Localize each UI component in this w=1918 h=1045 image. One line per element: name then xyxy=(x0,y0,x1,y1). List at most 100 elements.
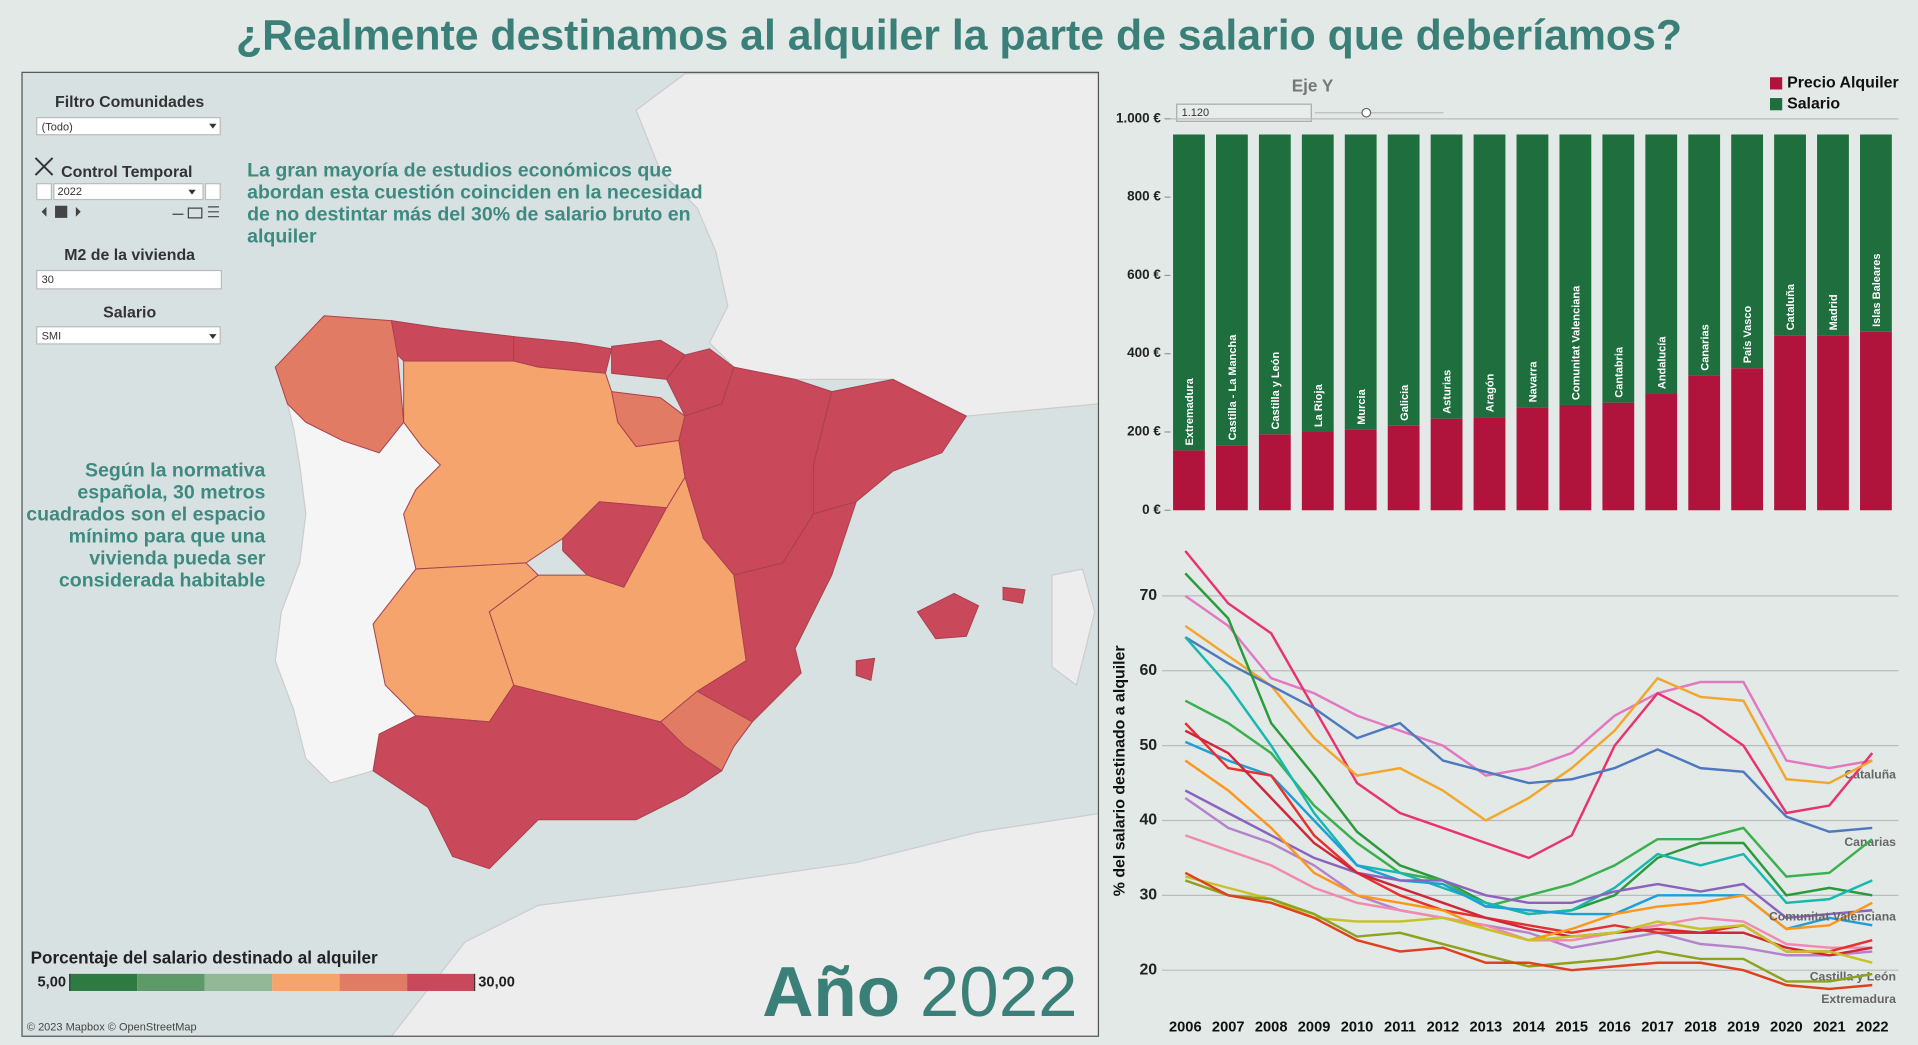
note-line: cuadrados son el espacio xyxy=(26,503,265,525)
year-value: 2022 xyxy=(920,953,1078,1032)
category-label: Cataluña xyxy=(1785,283,1797,330)
y-tick-label: 20 xyxy=(1139,961,1157,978)
x-tick-label: 2008 xyxy=(1255,1020,1288,1036)
end-label: Comunitat Valenciana xyxy=(1769,910,1896,924)
colorbar-label: 5,00 xyxy=(38,974,67,990)
category-label: País Vasco xyxy=(1742,306,1754,364)
y-tick-label: 30 xyxy=(1139,887,1157,904)
bar-segment xyxy=(1860,331,1892,511)
category-label: Madrid xyxy=(1828,294,1840,330)
time-label: Control Temporal xyxy=(61,164,192,181)
colorbar-swatch xyxy=(339,973,408,991)
series-line xyxy=(1184,636,1873,833)
note-line: vivienda pueda ser xyxy=(89,547,266,569)
note-line: mínimo para que una xyxy=(69,525,266,547)
bar-segment xyxy=(1559,404,1592,511)
x-tick-label: 2017 xyxy=(1641,1020,1674,1036)
salary-value: SMI xyxy=(42,330,62,342)
bar-segment xyxy=(1645,394,1678,511)
bar-segment xyxy=(1301,431,1334,511)
bar-segment xyxy=(1215,445,1248,511)
legend-swatch xyxy=(1769,77,1783,90)
x-tick-label: 2016 xyxy=(1598,1020,1631,1036)
colorbar-swatch xyxy=(137,973,205,991)
close-icon[interactable] xyxy=(34,157,54,176)
m2-value: 30 xyxy=(42,274,54,286)
legend-label: Precio Alquiler xyxy=(1787,75,1899,92)
legend-swatch xyxy=(1769,98,1783,111)
bar-segment xyxy=(1258,434,1291,511)
bar-segment xyxy=(1602,402,1635,511)
y-tick-label: 50 xyxy=(1139,737,1157,754)
y-axis-input[interactable] xyxy=(1176,103,1312,122)
x-tick-label: 2015 xyxy=(1555,1020,1588,1036)
series-line xyxy=(1184,636,1873,916)
category-label: Murcia xyxy=(1356,388,1368,424)
play-controls[interactable] xyxy=(41,205,81,218)
filter-dropdown[interactable] xyxy=(36,117,221,136)
y-tick-label: 40 xyxy=(1139,812,1157,829)
bar-segment xyxy=(1731,368,1764,511)
y-tick-label: 400 € xyxy=(1127,345,1161,360)
speed-controls[interactable] xyxy=(172,206,219,219)
time-dropdown[interactable] xyxy=(53,183,204,201)
x-tick-label: 2011 xyxy=(1384,1020,1416,1036)
region xyxy=(855,586,1026,681)
next-button[interactable] xyxy=(204,183,221,201)
region xyxy=(812,378,968,515)
bar-segment xyxy=(1602,134,1635,403)
series-line xyxy=(1184,789,1873,920)
map-frame xyxy=(21,71,1100,1037)
bar-segment xyxy=(1258,134,1291,435)
prev-button[interactable] xyxy=(36,183,52,201)
x-tick-label: 2009 xyxy=(1298,1020,1331,1036)
bar-segment xyxy=(1430,418,1463,511)
x-tick-label: 2013 xyxy=(1470,1020,1503,1036)
colorbar-label: 30,00 xyxy=(478,974,515,990)
bar-segment xyxy=(1774,335,1806,511)
salary-dropdown[interactable] xyxy=(36,326,221,345)
series-line xyxy=(1184,729,1873,957)
m2-label: M2 de la vivienda xyxy=(64,247,195,264)
year-prefix: Año xyxy=(762,953,900,1032)
x-tick-label: 2021 xyxy=(1813,1020,1846,1036)
note-line: abordan esta cuestión coinciden en la ne… xyxy=(247,182,703,204)
y-axis-label: % del salario destinado a alquiler xyxy=(1112,645,1129,896)
y-tick-label: 1.000 € xyxy=(1116,110,1161,125)
x-tick-label: 2020 xyxy=(1770,1020,1803,1036)
bar-segment xyxy=(1344,134,1377,430)
category-label: Galicia xyxy=(1399,384,1411,421)
category-label: Andalucía xyxy=(1656,336,1668,389)
slider-handle[interactable] xyxy=(1361,107,1372,118)
bar-segment xyxy=(1516,407,1549,511)
y-axis-value: 1.120 xyxy=(1182,107,1210,119)
y-tick-label: 200 € xyxy=(1127,424,1161,439)
m2-input[interactable] xyxy=(36,269,223,290)
series-line xyxy=(1184,740,1873,931)
bar-segment xyxy=(1688,375,1721,511)
map-panel xyxy=(22,72,1099,1037)
bar-segment xyxy=(1301,134,1334,432)
dropdown-arrow xyxy=(188,189,196,195)
category-label: Castilla y León xyxy=(1270,352,1282,430)
legend-label: Salario xyxy=(1787,95,1840,112)
series-line xyxy=(1184,879,1873,983)
legend-title: Porcentaje del salario destinado al alqu… xyxy=(31,949,378,968)
bar-segment xyxy=(1817,335,1849,511)
bar-segment xyxy=(1817,134,1849,336)
bar-segment xyxy=(1688,134,1721,376)
x-tick-label: 2022 xyxy=(1856,1020,1889,1036)
category-label: Canarias xyxy=(1699,324,1711,370)
colorbar-swatch xyxy=(204,973,273,991)
category-label: Cantabria xyxy=(1613,346,1625,398)
bar-segment xyxy=(1774,134,1806,336)
category-label: Islas Baleares xyxy=(1871,253,1883,326)
series-line xyxy=(1184,796,1873,957)
series-line xyxy=(1184,572,1873,916)
category-label: La Rioja xyxy=(1313,383,1325,427)
series-line xyxy=(1184,550,1874,860)
bar-segment xyxy=(1645,134,1678,395)
bar-segment xyxy=(1473,134,1506,418)
